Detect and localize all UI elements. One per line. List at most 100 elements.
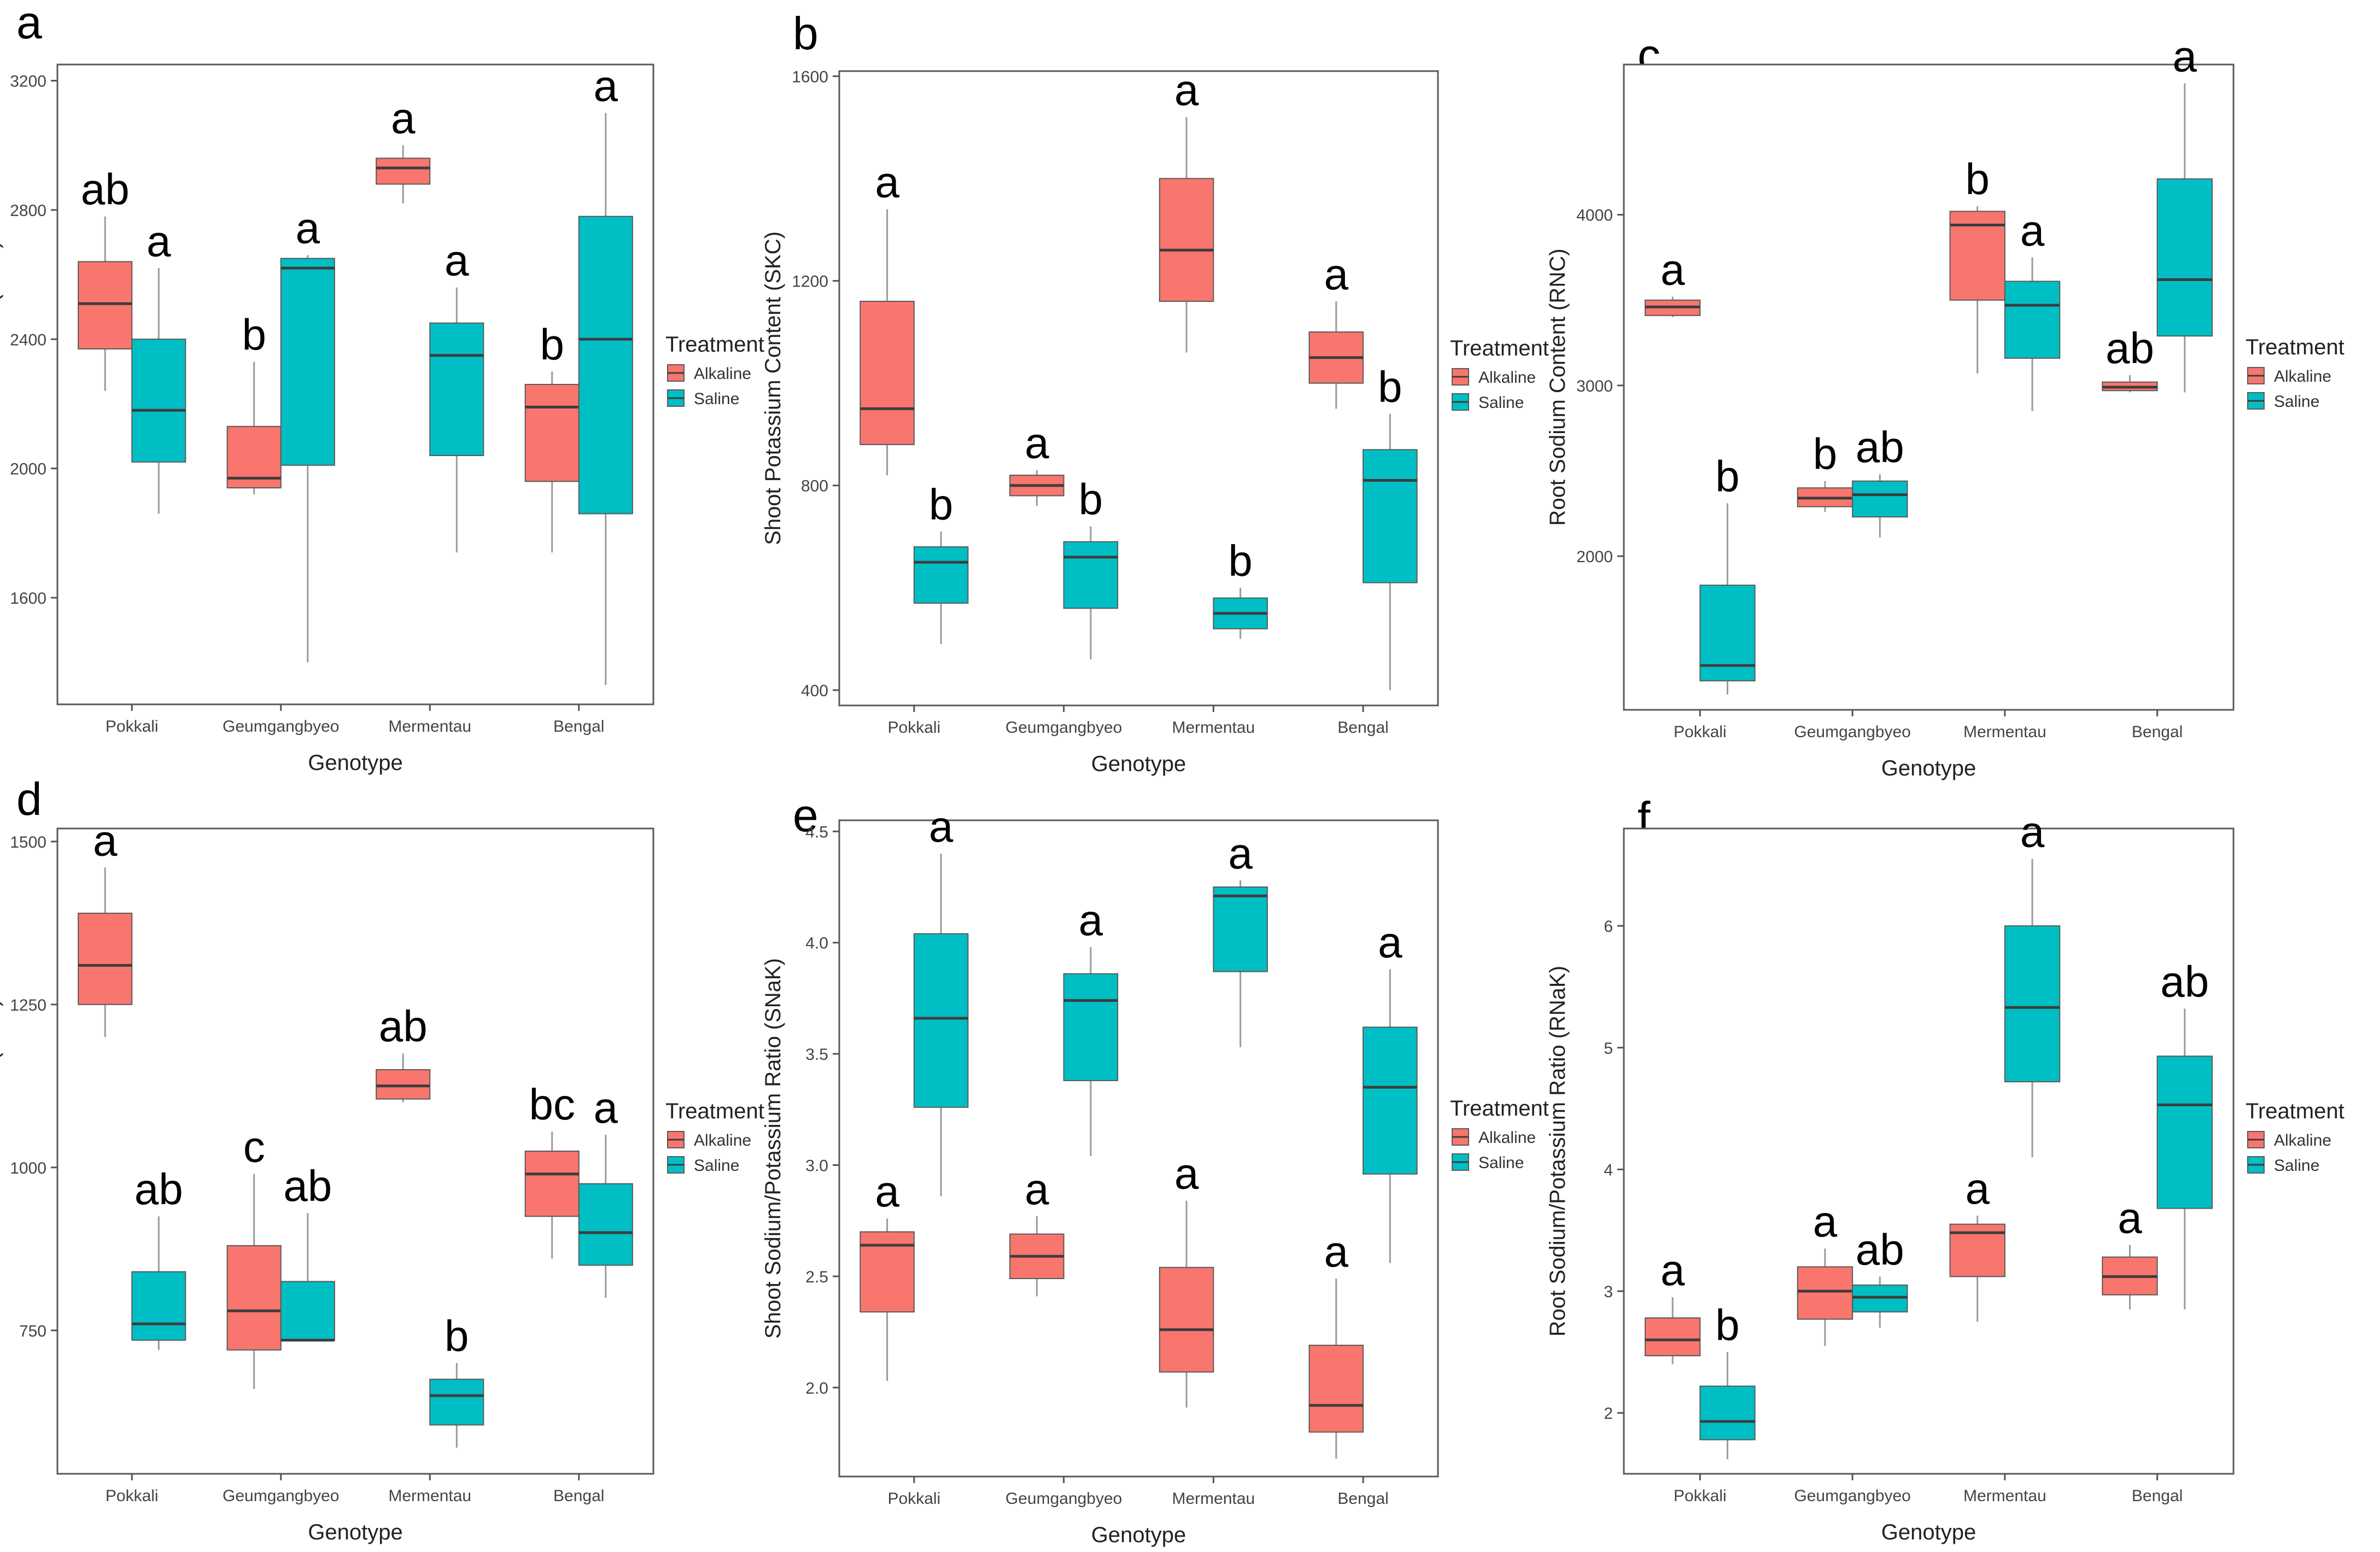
legend-title: Treatment <box>665 1099 764 1123</box>
legend-entry-label: Saline <box>2274 393 2319 411</box>
box-alkaline <box>226 1245 282 1351</box>
y-tick-label: 3.0 <box>805 1157 828 1175</box>
significance-letter: a <box>2118 1193 2142 1242</box>
significance-letter: a <box>1660 1246 1685 1294</box>
box-saline <box>913 546 969 604</box>
significance-letter: a <box>1174 1150 1199 1198</box>
significance-letter: b <box>1715 1300 1740 1349</box>
y-tick-label: 1600 <box>792 68 828 86</box>
box-saline <box>2004 925 2061 1083</box>
significance-letter: ab <box>1856 1225 1904 1274</box>
x-tick-label: Geumgangbyeo <box>1794 1487 1911 1505</box>
significance-letter: a <box>1174 66 1199 114</box>
box-saline <box>1699 1385 1756 1440</box>
significance-letter: b <box>1079 475 1103 524</box>
significance-letter: a <box>1079 896 1103 944</box>
panel-letter: b <box>793 8 818 59</box>
x-tick-label: Geumgangbyeo <box>1005 1490 1122 1508</box>
significance-letter: b <box>1378 363 1402 411</box>
y-tick-label: 4000 <box>1576 207 1613 225</box>
legend-entry-label: Alkaline <box>2274 1131 2331 1150</box>
panel-letter: a <box>16 0 42 48</box>
significance-letter: ab <box>135 1165 183 1213</box>
box-alkaline <box>1645 1317 1701 1357</box>
x-tick-label: Mermentau <box>1963 723 2046 741</box>
x-axis-title: Genotype <box>1091 1523 1186 1547</box>
box-saline <box>1213 886 1268 972</box>
significance-letter: ab <box>2160 958 2209 1006</box>
legend-entry-label: Alkaline <box>1478 1129 1536 1147</box>
legend-title: Treatment <box>665 332 764 357</box>
x-tick-label: Geumgangbyeo <box>1005 719 1122 737</box>
y-tick-label: 1200 <box>792 273 828 291</box>
y-tick-label: 2000 <box>1576 548 1613 566</box>
y-axis-title: Root Sodium/Potassium Ratio (RNaK) <box>1546 966 1570 1337</box>
significance-letter: a <box>1025 1165 1049 1213</box>
x-tick-label: Geumgangbyeo <box>1794 723 1911 741</box>
legend-title: Treatment <box>2245 335 2344 359</box>
box-saline <box>429 322 484 457</box>
significance-letter: b <box>929 480 954 529</box>
significance-letter: a <box>2173 32 2197 80</box>
x-tick-label: Mermentau <box>388 1487 471 1505</box>
box-alkaline <box>1159 1267 1214 1373</box>
box-saline <box>1362 449 1418 584</box>
significance-letter: a <box>1378 918 1402 967</box>
x-tick-label: Geumgangbyeo <box>223 717 340 736</box>
box-saline <box>1063 541 1119 609</box>
y-axis-title: Shoot Sodium/Potassium Ratio (SNaK) <box>761 958 785 1339</box>
panel-letter: e <box>793 790 818 841</box>
significance-letter: b <box>445 1311 469 1360</box>
y-tick-label: 4 <box>1604 1161 1613 1179</box>
y-tick-label: 1250 <box>10 996 46 1014</box>
y-tick-label: 4.5 <box>805 823 828 841</box>
x-tick-label: Mermentau <box>388 717 471 736</box>
y-tick-label: 2800 <box>10 202 46 220</box>
significance-letter: a <box>147 217 171 265</box>
x-tick-label: Bengal <box>1337 719 1388 737</box>
significance-letter: a <box>1813 1197 1838 1246</box>
y-tick-label: 2000 <box>10 460 46 479</box>
box-alkaline <box>1797 1266 1853 1320</box>
legend-entry-label: Saline <box>1478 394 1524 412</box>
x-tick-label: Pokkali <box>106 717 159 736</box>
legend-entry-label: Saline <box>2274 1157 2319 1175</box>
y-tick-label: 1000 <box>10 1159 46 1177</box>
x-tick-label: Bengal <box>553 1487 604 1505</box>
box-saline <box>131 1271 186 1341</box>
y-tick-label: 4.0 <box>805 935 828 953</box>
y-axis-title: Root Sodium Content (RNC) <box>1546 249 1570 526</box>
panel-a: a 1600 2000 2400 2800 3200 Shoot Sodium Conten… <box>0 0 764 775</box>
significance-letter: a <box>296 204 320 253</box>
box-alkaline <box>376 1069 431 1100</box>
y-axis-title: Shoot Sodium Content (SNC) <box>0 241 3 528</box>
panel-letter: d <box>16 773 42 825</box>
box-saline <box>578 215 633 515</box>
panel-b: b 400 800 1200 1600 Shoot Potassium Content (… <box>761 8 1549 776</box>
y-tick-label: 1500 <box>10 833 46 851</box>
significance-letter: a <box>445 236 469 285</box>
box-saline <box>2156 1055 2213 1209</box>
significance-letter: ab <box>2106 324 2154 372</box>
significance-letter: ab <box>283 1162 332 1210</box>
legend-title: Treatment <box>2245 1099 2344 1123</box>
y-tick-label: 3000 <box>1576 377 1613 395</box>
legend-entry-label: Alkaline <box>694 365 751 383</box>
box-saline <box>131 339 186 463</box>
significance-letter: a <box>929 802 954 851</box>
plot-area <box>838 70 1439 707</box>
significance-letter: a <box>1228 829 1253 878</box>
x-tick-label: Pokkali <box>106 1487 159 1505</box>
box-alkaline <box>1308 1345 1364 1433</box>
box-saline <box>280 258 335 466</box>
y-tick-label: 2.0 <box>805 1379 828 1397</box>
box-saline <box>1852 480 1908 518</box>
significance-letter: a <box>1025 419 1049 468</box>
panel-d: d 750 1000 1250 1500 Root Potassium Content (… <box>0 773 764 1544</box>
significance-letter: ab <box>379 1002 428 1051</box>
legend-entry-label: Saline <box>694 390 739 408</box>
legend-entry-label: Alkaline <box>694 1131 751 1150</box>
x-tick-label: Mermentau <box>1172 719 1255 737</box>
x-tick-label: Mermentau <box>1963 1487 2046 1505</box>
x-axis-title: Genotype <box>308 751 402 775</box>
